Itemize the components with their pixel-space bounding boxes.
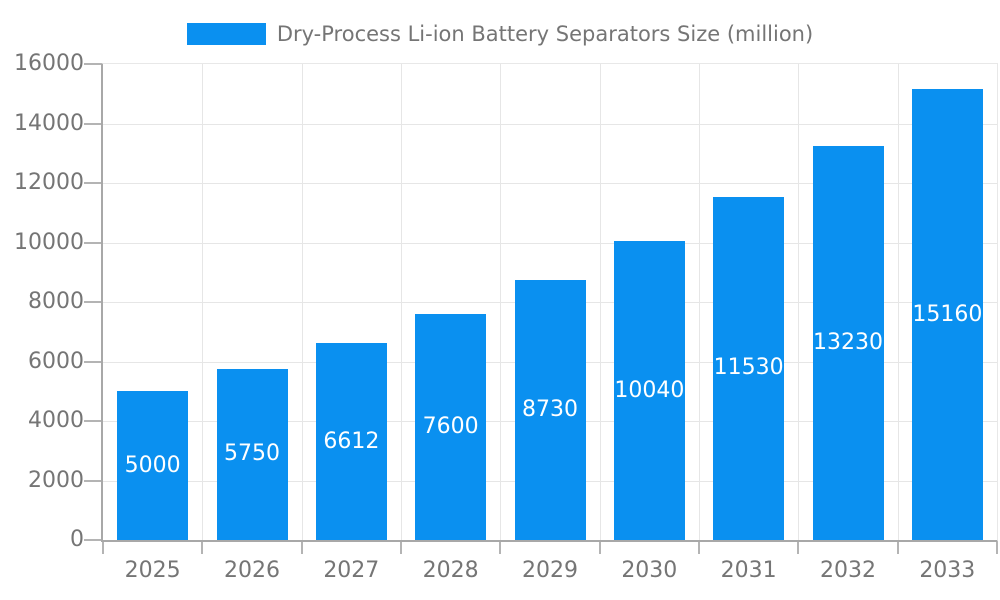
bar-value-label: 6612 [323, 428, 380, 454]
x-tick-label: 2030 [621, 558, 678, 583]
bar-value-label: 13230 [813, 330, 883, 356]
legend-swatch [186, 23, 266, 45]
x-axis-tick [400, 542, 402, 554]
x-tick-label: 2025 [124, 558, 181, 583]
legend-label: Dry-Process Li-ion Battery Separators Si… [276, 22, 814, 46]
gridline-vertical [401, 64, 402, 540]
y-axis-tick [84, 360, 101, 363]
bar: 10040 [613, 241, 685, 540]
x-tick-label: 2026 [223, 558, 280, 583]
x-tick-label: 2032 [819, 558, 876, 583]
bar-value-label: 11530 [713, 355, 784, 381]
x-axis-tick [201, 542, 204, 554]
y-tick-label: 8000 [28, 289, 84, 314]
bar: 15160 [911, 89, 983, 540]
y-axis-tick [84, 420, 101, 422]
bar: 13230 [812, 146, 884, 540]
x-tick-label: 2033 [919, 558, 976, 583]
y-axis-tick [84, 479, 101, 482]
x-axis-tick [598, 542, 601, 554]
gridline-vertical [500, 64, 502, 540]
x-tick-label: 2031 [720, 558, 777, 583]
y-axis-tick [84, 122, 101, 125]
gridline-vertical [897, 64, 899, 540]
gridline-vertical [699, 64, 700, 540]
x-tick-label: 2028 [422, 558, 479, 583]
y-axis-tick [84, 301, 101, 303]
bar: 11530 [713, 196, 785, 540]
bar: 8730 [514, 280, 586, 540]
y-tick-label: 10000 [14, 229, 84, 255]
x-axis-tick [797, 542, 800, 554]
bar-value-label: 7600 [422, 413, 479, 439]
x-axis-tick [996, 542, 998, 554]
x-axis-tick [499, 542, 502, 554]
x-axis-tick [102, 542, 104, 554]
y-axis-tick [84, 182, 101, 184]
gridline-vertical [301, 64, 303, 540]
y-axis-tick [84, 63, 101, 65]
y-tick-label: 2000 [28, 467, 84, 493]
x-tick-label: 2027 [323, 558, 380, 583]
bar: 5750 [216, 368, 288, 540]
y-tick-label: 4000 [28, 408, 84, 433]
x-tick-label: 2029 [521, 558, 578, 583]
x-axis-tick [698, 542, 700, 554]
bar-value-label: 5750 [224, 441, 280, 467]
y-tick-label: 12000 [14, 170, 84, 195]
x-axis-tick [300, 542, 303, 554]
gridline-vertical [798, 64, 800, 540]
bar-value-label: 8730 [522, 397, 578, 423]
legend: Dry-Process Li-ion Battery Separators Si… [0, 14, 1000, 54]
plot-area: 5000 5750 6612 7600 8730 10040 11530 13230 15160 [101, 63, 998, 542]
gridline-vertical [202, 64, 204, 540]
gridline-horizontal [103, 183, 997, 184]
bar-value-label: 15160 [912, 301, 983, 327]
bar-value-label: 5000 [124, 452, 181, 478]
x-axis-tick [896, 542, 899, 554]
bar: 5000 [117, 391, 189, 540]
bar: 7600 [415, 313, 487, 540]
y-tick-label: 6000 [28, 348, 84, 374]
gridline-vertical [599, 64, 601, 540]
y-axis-tick [84, 539, 101, 541]
gridline-horizontal [103, 123, 997, 125]
y-axis-tick [84, 241, 101, 244]
bar: 6612 [315, 343, 387, 540]
y-tick-label: 14000 [14, 110, 84, 136]
gridline-horizontal [103, 242, 997, 244]
y-tick-label: 16000 [14, 51, 84, 76]
bar-value-label: 10040 [614, 377, 685, 403]
y-tick-label: 0 [70, 527, 84, 552]
